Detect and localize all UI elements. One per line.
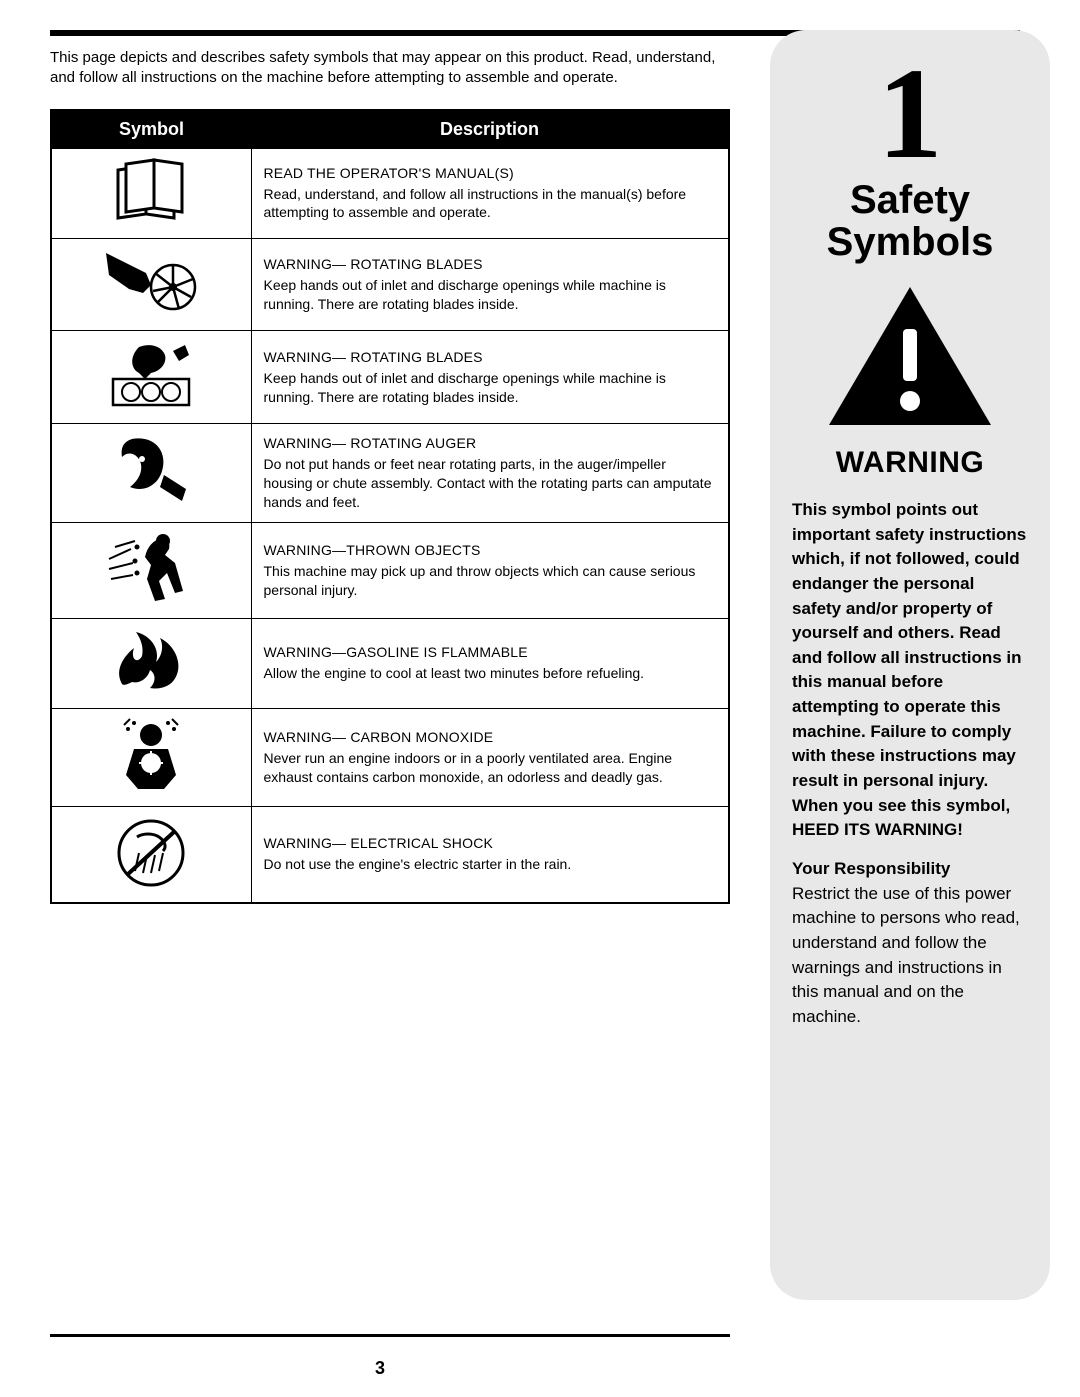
bottom-rule [50,1334,730,1337]
row-body: Never run an engine indoors or in a poor… [264,750,673,785]
manual-icon [106,156,196,226]
warning-heading: WARNING [792,446,1028,480]
warning-triangle-icon [792,281,1028,436]
machine-blade-icon [101,337,201,412]
description-cell: WARNING— ROTATING AUGER Do not put hands… [251,424,729,523]
warning-body-caps: HEED ITS WARNING! [792,820,963,839]
responsibility-title: Your Responsibility [792,857,1028,882]
chapter-number: 1 [792,56,1028,173]
intro-text: This page depicts and describes safety s… [50,48,730,89]
description-cell: WARNING—THROWN OBJECTS This machine may … [251,522,729,618]
table-header-row: Symbol Description [51,110,729,149]
symbol-cell [51,148,251,238]
description-cell: WARNING— ELECTRICAL SHOCK Do not use the… [251,806,729,902]
chapter-title: Safety Symbols [792,179,1028,263]
row-title: WARNING—GASOLINE IS FLAMMABLE [264,643,717,662]
row-title: WARNING—THROWN OBJECTS [264,541,717,560]
row-body: Do not put hands or feet near rotating p… [264,456,712,510]
row-title: READ THE OPERATOR'S MANUAL(S) [264,164,717,183]
table-row: WARNING—THROWN OBJECTS This machine may … [51,522,729,618]
symbol-cell [51,331,251,424]
header-symbol: Symbol [51,110,251,149]
symbol-cell [51,522,251,618]
table-row: READ THE OPERATOR'S MANUAL(S) Read, unde… [51,148,729,238]
row-body: This machine may pick up and throw objec… [264,563,696,598]
sidebar: 1 Safety Symbols WARNING This symbol poi… [770,30,1050,1300]
description-cell: WARNING— CARBON MONOXIDE Never run an en… [251,708,729,806]
row-title: WARNING— ROTATING BLADES [264,255,717,274]
description-cell: WARNING—GASOLINE IS FLAMMABLE Allow the … [251,618,729,708]
table-row: WARNING— ROTATING BLADES Keep hands out … [51,238,729,331]
auger-icon [104,431,199,511]
row-body: Do not use the engine's electric starter… [264,856,572,872]
warning-body-bold: This symbol points out important safety … [792,500,1026,815]
table-row: WARNING— ROTATING BLADES Keep hands out … [51,331,729,424]
page: This page depicts and describes safety s… [0,0,1080,1397]
description-cell: WARNING— ROTATING BLADES Keep hands out … [251,238,729,331]
symbol-cell [51,424,251,523]
row-title: WARNING— ROTATING AUGER [264,434,717,453]
row-body: Allow the engine to cool at least two mi… [264,665,645,681]
description-cell: WARNING— ROTATING BLADES Keep hands out … [251,331,729,424]
page-number: 3 [0,1358,760,1379]
electrical-shock-icon [109,813,194,891]
row-body: Keep hands out of inlet and discharge op… [264,277,666,312]
table-row: WARNING— ROTATING AUGER Do not put hands… [51,424,729,523]
responsibility-body: Restrict the use of this power machine t… [792,884,1020,1026]
description-cell: READ THE OPERATOR'S MANUAL(S) Read, unde… [251,148,729,238]
table-row: WARNING—GASOLINE IS FLAMMABLE Allow the … [51,618,729,708]
row-body: Read, understand, and follow all instruc… [264,186,687,221]
symbol-cell [51,806,251,902]
row-body: Keep hands out of inlet and discharge op… [264,370,666,405]
safety-symbols-table: Symbol Description [50,109,730,904]
row-title: WARNING— ROTATING BLADES [264,348,717,367]
symbol-cell [51,708,251,806]
header-description: Description [251,110,729,149]
fire-icon [104,626,199,696]
carbon-monoxide-icon [106,715,196,795]
table-row: WARNING— ELECTRICAL SHOCK Do not use the… [51,806,729,902]
symbol-cell [51,238,251,331]
thrown-objects-icon [101,529,201,607]
safety-table-wrap: Symbol Description [50,109,730,904]
row-title: WARNING— CARBON MONOXIDE [264,728,717,747]
symbol-cell [51,618,251,708]
warning-body: This symbol points out important safety … [792,498,1028,1029]
row-title: WARNING— ELECTRICAL SHOCK [264,834,717,853]
hand-blade-icon [101,245,201,320]
table-row: WARNING— CARBON MONOXIDE Never run an en… [51,708,729,806]
